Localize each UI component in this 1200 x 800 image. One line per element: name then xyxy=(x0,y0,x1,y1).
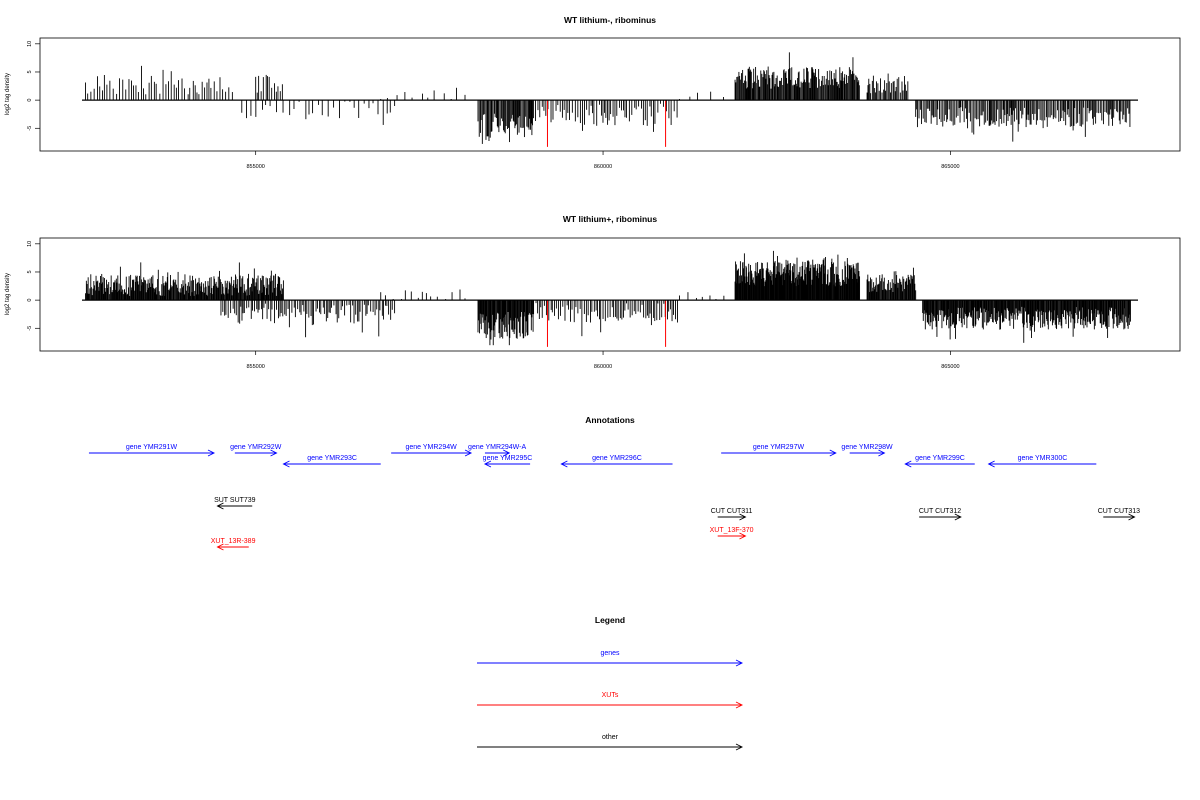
feature-label: gene YMR293C xyxy=(307,455,357,462)
arrow-head xyxy=(216,543,224,551)
feature-label: gene YMR300C xyxy=(1018,455,1068,462)
feature-label: gene YMR295C xyxy=(483,455,533,462)
track-title: WT lithium+, ribominus xyxy=(563,214,657,224)
feature-arrow: gene YMR298W xyxy=(841,444,893,457)
feature-label: CUT CUT312 xyxy=(919,508,961,515)
feature-arrow: XUT_13F-370 xyxy=(710,527,754,540)
arrow-head xyxy=(216,502,224,510)
y-tick-label: 0 xyxy=(27,99,33,102)
track-lithium-minus: WT lithium-, ribominus log2 tag density … xyxy=(5,15,1181,170)
legend-item-genes: genes xyxy=(477,650,744,667)
y-tick-label: 0 xyxy=(27,299,33,302)
track-title: WT lithium-, ribominus xyxy=(564,15,656,25)
y-tick-label: -5 xyxy=(27,326,33,331)
feature-arrow: gene YMR293C xyxy=(282,455,381,468)
signal-bars xyxy=(82,52,1138,147)
feature-label: gene YMR294W xyxy=(405,444,457,451)
feature-arrow: gene YMR294W-A xyxy=(468,444,526,457)
x-tick-label: 865000 xyxy=(941,164,959,170)
arrow-head xyxy=(270,449,278,457)
arrow-head xyxy=(735,743,744,751)
arrow-head xyxy=(987,460,995,468)
arrow-head xyxy=(464,449,473,457)
feature-arrow: gene YMR296C xyxy=(560,455,673,468)
arrow-head xyxy=(829,449,837,457)
y-tick-label: 5 xyxy=(27,270,33,273)
x-tick-label: 855000 xyxy=(247,164,265,170)
legend-label: XUTs xyxy=(602,692,619,699)
legend-label: genes xyxy=(600,650,620,657)
plot-frame xyxy=(39,37,1181,152)
arrow-head xyxy=(739,532,747,540)
legend-items: genes XUTs other xyxy=(477,650,744,751)
arrow-head xyxy=(878,449,886,457)
plot-frame xyxy=(39,237,1181,352)
feature-label: CUT CUT313 xyxy=(1098,508,1140,515)
y-tick-label: 5 xyxy=(27,70,33,73)
arrow-head xyxy=(207,449,216,457)
feature-arrow: gene YMR295C xyxy=(483,455,533,468)
legend-item-other: other xyxy=(477,734,744,751)
feature-arrow: gene YMR300C xyxy=(987,455,1097,468)
annotations-title: Annotations xyxy=(585,415,635,425)
annotations-panel: Annotations gene YMR291W gene YMR292Wgene… xyxy=(88,415,1140,551)
x-tick-label: 860000 xyxy=(594,164,612,170)
feature-label: gene YMR291W xyxy=(126,444,178,451)
feature-label: gene YMR299C xyxy=(915,455,965,462)
axes: -5 0 5 10 855000 860000 865000 xyxy=(27,241,960,370)
feature-label: XUT_13R-389 xyxy=(211,538,256,545)
legend-item-xuts: XUTs xyxy=(477,692,744,709)
feature-label: gene YMR298W xyxy=(841,444,893,451)
y-tick-label: 10 xyxy=(27,241,33,247)
arrow-head xyxy=(1128,513,1136,521)
feature-label: SUT SUT739 xyxy=(214,497,256,504)
arrow-head xyxy=(904,460,912,468)
feature-label: gene YMR292W xyxy=(230,444,282,451)
x-tick-label: 855000 xyxy=(247,364,265,370)
arrow-head xyxy=(503,449,511,457)
feature-arrow: XUT_13R-389 xyxy=(211,538,256,551)
feature-arrow: gene YMR292W xyxy=(230,444,282,457)
x-tick-label: 865000 xyxy=(941,364,959,370)
arrow-head xyxy=(739,513,747,521)
legend-title: Legend xyxy=(595,615,625,625)
feature-arrow: SUT SUT739 xyxy=(214,497,256,510)
arrow-head xyxy=(483,460,492,468)
feature-arrow: CUT CUT313 xyxy=(1098,508,1140,521)
arrow-head xyxy=(735,701,744,709)
arrow-head xyxy=(735,659,744,667)
y-tick-label: -5 xyxy=(27,126,33,131)
y-axis-label: log2 tag density xyxy=(5,73,11,115)
feature-label: gene YMR297W xyxy=(753,444,805,451)
feature-arrow: CUT CUT312 xyxy=(919,508,962,521)
feature-list: gene YMR291W gene YMR292W gene YMR293C gene… xyxy=(88,444,1140,551)
feature-label: gene YMR296C xyxy=(592,455,642,462)
feature-arrow: gene YMR291W xyxy=(88,444,216,457)
arrow-head xyxy=(282,460,290,468)
feature-arrow: gene YMR297W xyxy=(721,444,837,457)
x-tick-label: 860000 xyxy=(594,364,612,370)
arrow-head xyxy=(954,513,962,521)
feature-arrow: gene YMR294W xyxy=(391,444,473,457)
feature-label: XUT_13F-370 xyxy=(710,527,754,534)
axes: -5 0 5 10 855000 860000 865000 xyxy=(27,41,960,170)
signal-bars xyxy=(82,250,1138,347)
y-axis-label: log2 tag density xyxy=(5,273,11,315)
y-tick-label: 10 xyxy=(27,41,33,47)
feature-label: gene YMR294W-A xyxy=(468,444,526,451)
legend-panel: Legend genes XUTs other xyxy=(477,615,744,751)
legend-label: other xyxy=(602,734,619,741)
arrow-head xyxy=(560,460,568,468)
feature-label: CUT CUT311 xyxy=(711,508,753,515)
feature-arrow: gene YMR299C xyxy=(904,455,975,468)
feature-arrow: CUT CUT311 xyxy=(711,508,753,521)
track-lithium-plus: WT lithium+, ribominus log2 tag density … xyxy=(5,214,1181,370)
